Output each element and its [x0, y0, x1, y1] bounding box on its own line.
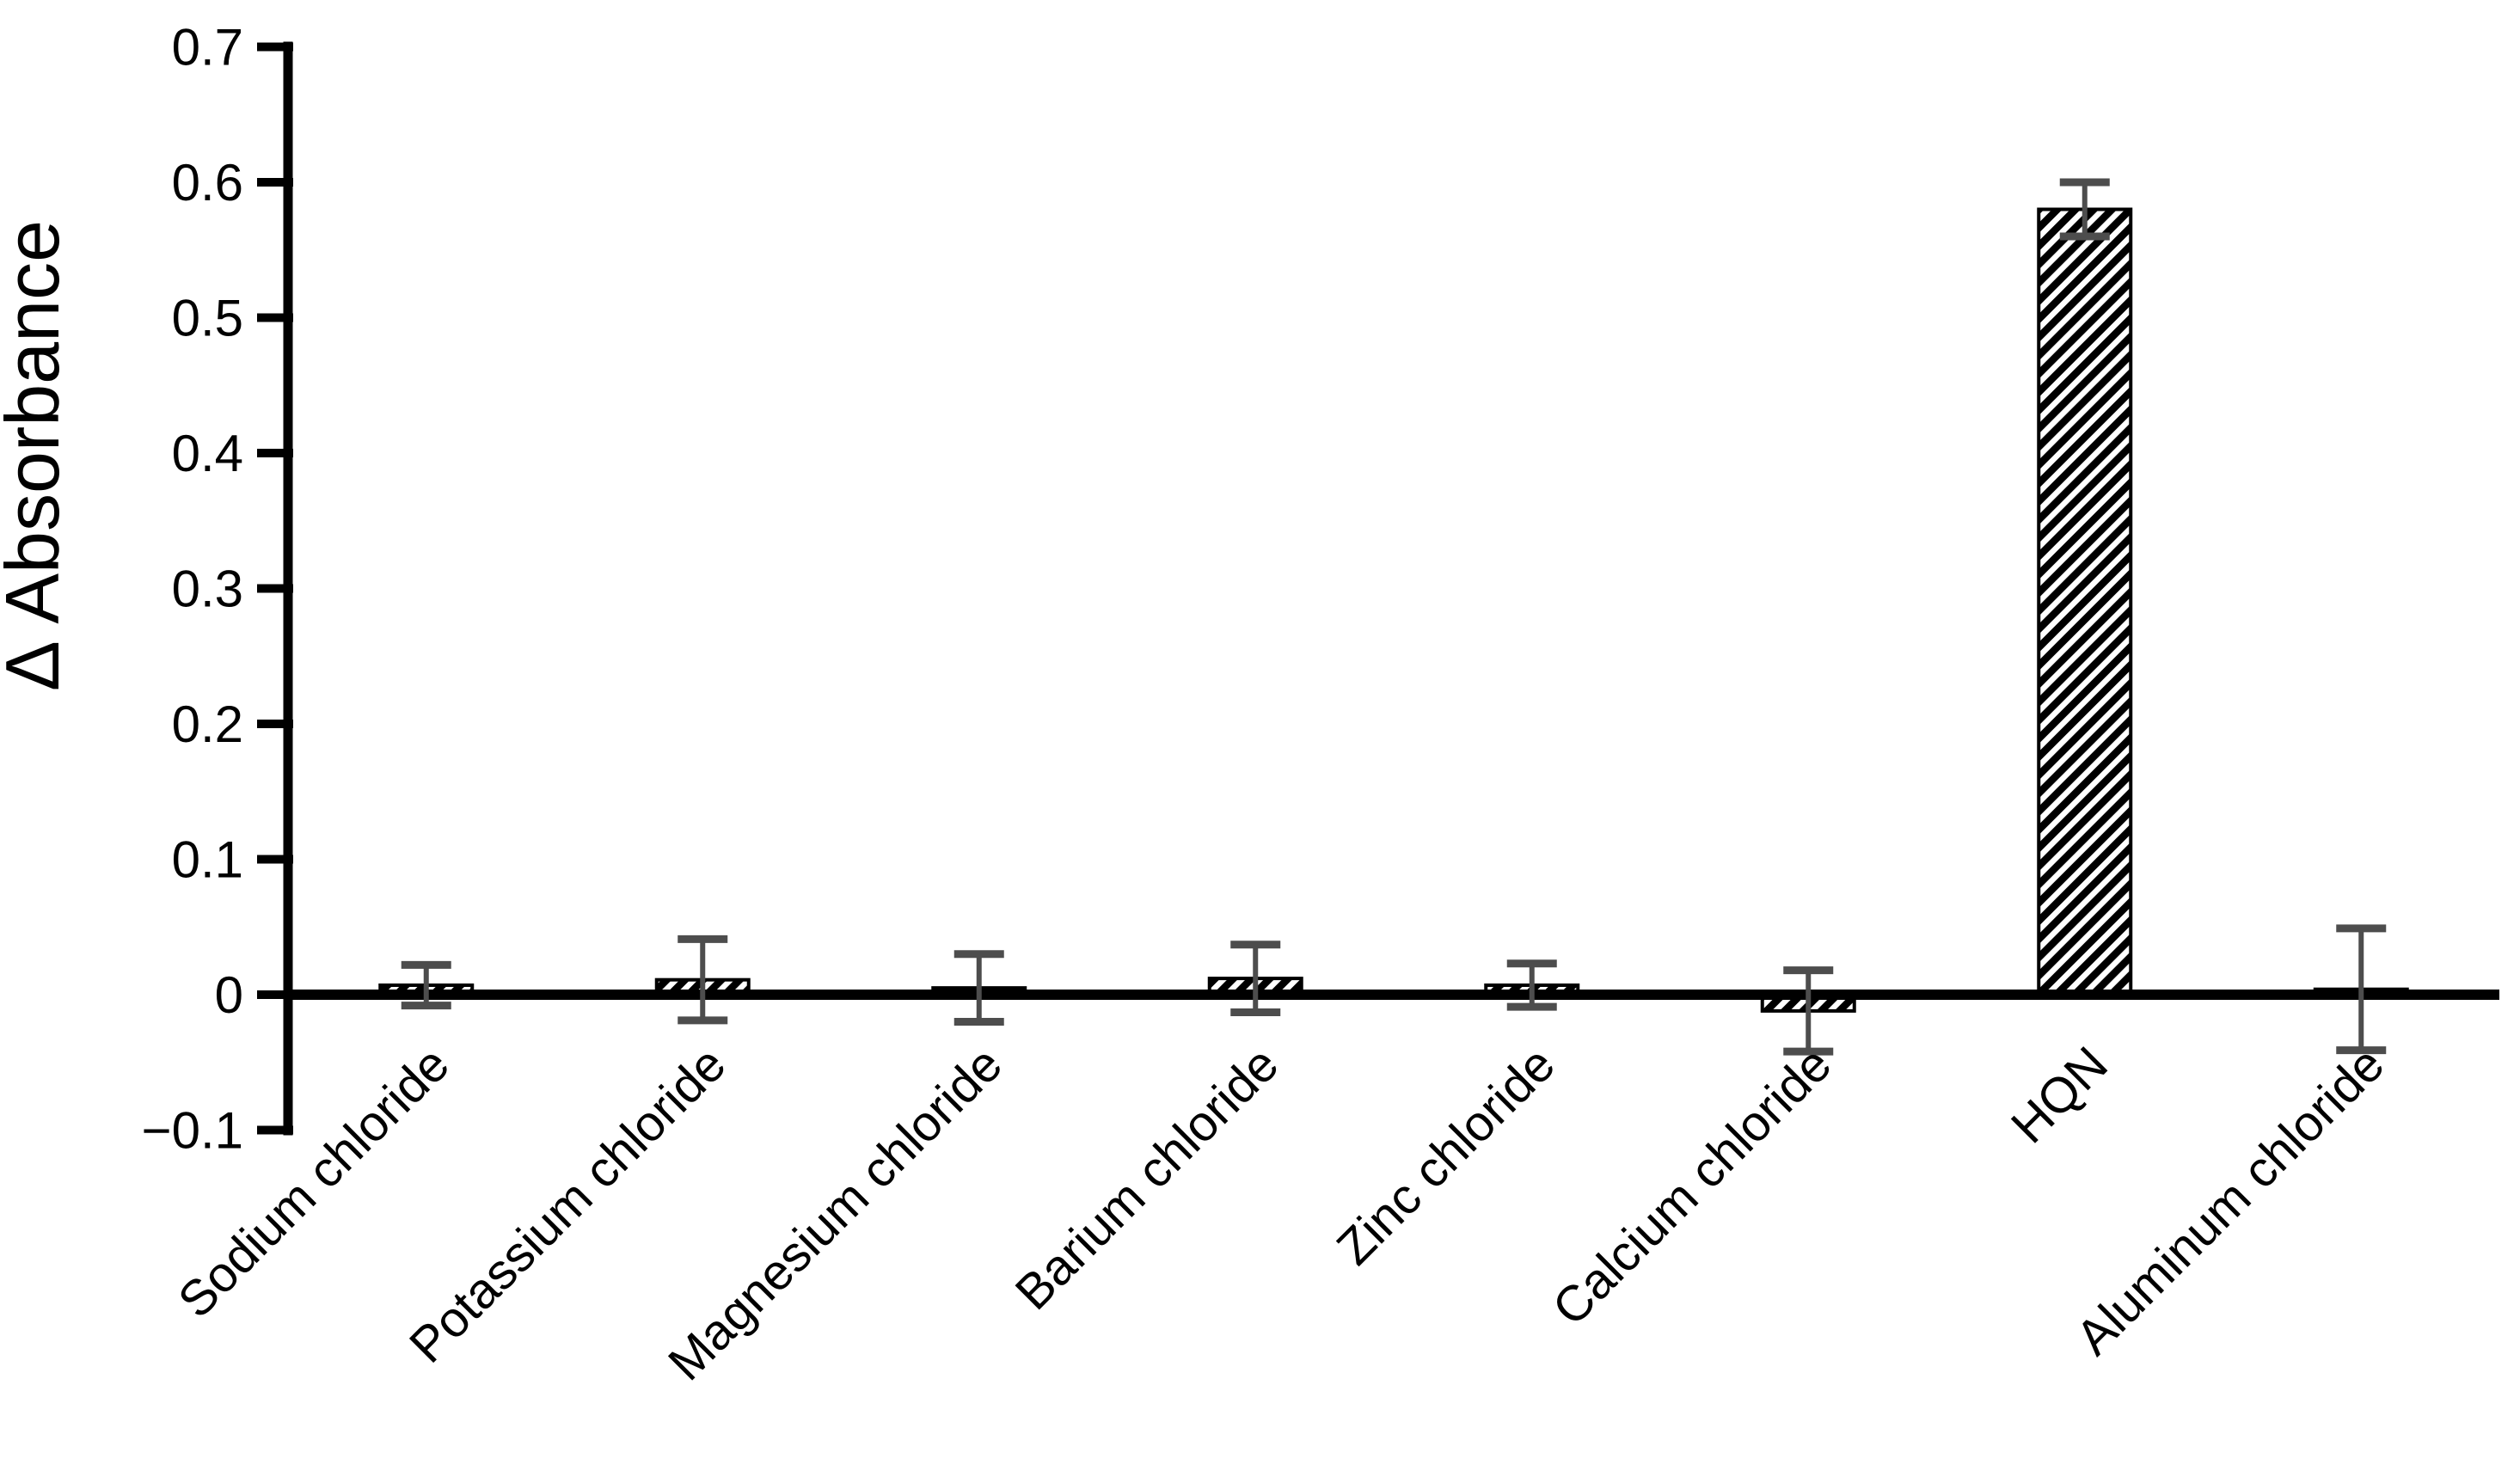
error-bar-hqn [2059, 178, 2110, 241]
error-bar-zinc-chloride [1506, 959, 1557, 1011]
x-category-label-aluminum-chloride: Aluminum chloride [2065, 1036, 2394, 1365]
error-bar-magnesium-chloride [953, 950, 1004, 1026]
error-bar-sodium-chloride [401, 960, 451, 1010]
error-bar-barium-chloride [1230, 941, 1281, 1016]
x-category-label-barium-chloride: Barium chloride [1005, 1036, 1290, 1321]
x-category-label-hqn: HQN [2001, 1036, 2118, 1154]
error-bar-potassium-chloride [678, 935, 728, 1025]
y-tick-label: 0.2 [172, 696, 243, 753]
x-category-label-calcium-chloride: Calcium chloride [1542, 1036, 1842, 1336]
y-tick-label: 0 [215, 966, 243, 1024]
error-bar-calcium-chloride [1783, 966, 1834, 1056]
y-tick-label: 0.4 [172, 425, 243, 482]
y-axis-title: Δ Absorbance [0, 220, 75, 691]
y-tick-label: 0.6 [172, 154, 243, 211]
y-tick-label: 0.7 [172, 19, 243, 77]
y-tick-label: 0.3 [172, 561, 243, 618]
bar-hqn [2037, 207, 2133, 996]
y-tick-label: 0.5 [172, 290, 243, 347]
x-category-label-zinc-chloride: Zinc chloride [1326, 1036, 1565, 1275]
error-bar-aluminum-chloride [2336, 924, 2387, 1055]
y-tick-label: 0.1 [172, 831, 243, 889]
y-tick-label: −0.1 [142, 1102, 243, 1160]
x-category-label-sodium-chloride: Sodium chloride [168, 1036, 460, 1328]
